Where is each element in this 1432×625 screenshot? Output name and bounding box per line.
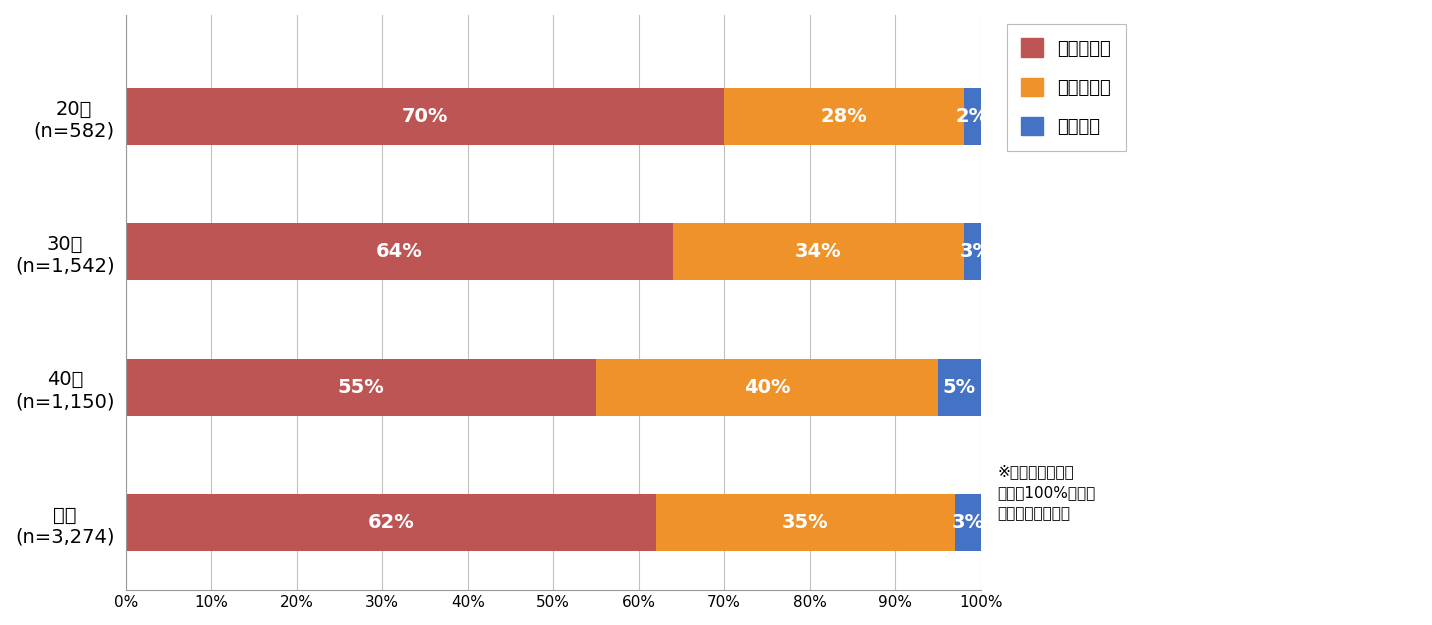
Text: 64%: 64% xyxy=(377,242,422,261)
Bar xyxy=(596,359,938,416)
Bar xyxy=(964,88,981,145)
Text: 3%: 3% xyxy=(959,242,992,261)
Bar xyxy=(725,88,964,145)
Text: 34%: 34% xyxy=(795,242,842,261)
Bar xyxy=(955,494,981,551)
Text: 5%: 5% xyxy=(942,378,975,397)
Bar xyxy=(964,223,990,280)
Text: 3%: 3% xyxy=(951,513,984,532)
Text: 55%: 55% xyxy=(338,378,384,397)
Bar xyxy=(126,223,673,280)
Bar xyxy=(126,88,725,145)
Bar xyxy=(673,223,964,280)
Bar xyxy=(656,494,955,551)
Text: 35%: 35% xyxy=(782,513,829,532)
Text: 40%: 40% xyxy=(743,378,790,397)
Text: 2%: 2% xyxy=(955,107,988,126)
Text: 28%: 28% xyxy=(821,107,868,126)
Text: 70%: 70% xyxy=(402,107,448,126)
Bar xyxy=(126,494,656,551)
Legend: 毎回感じる, 時々感じる, 感じない: 毎回感じる, 時々感じる, 感じない xyxy=(1007,24,1126,151)
Text: 62%: 62% xyxy=(368,513,414,532)
Bar xyxy=(126,359,596,416)
Bar xyxy=(938,359,981,416)
Text: ※端数処理のため
合計が100%になら
い場合があります: ※端数処理のため 合計が100%になら い場合があります xyxy=(998,464,1095,521)
